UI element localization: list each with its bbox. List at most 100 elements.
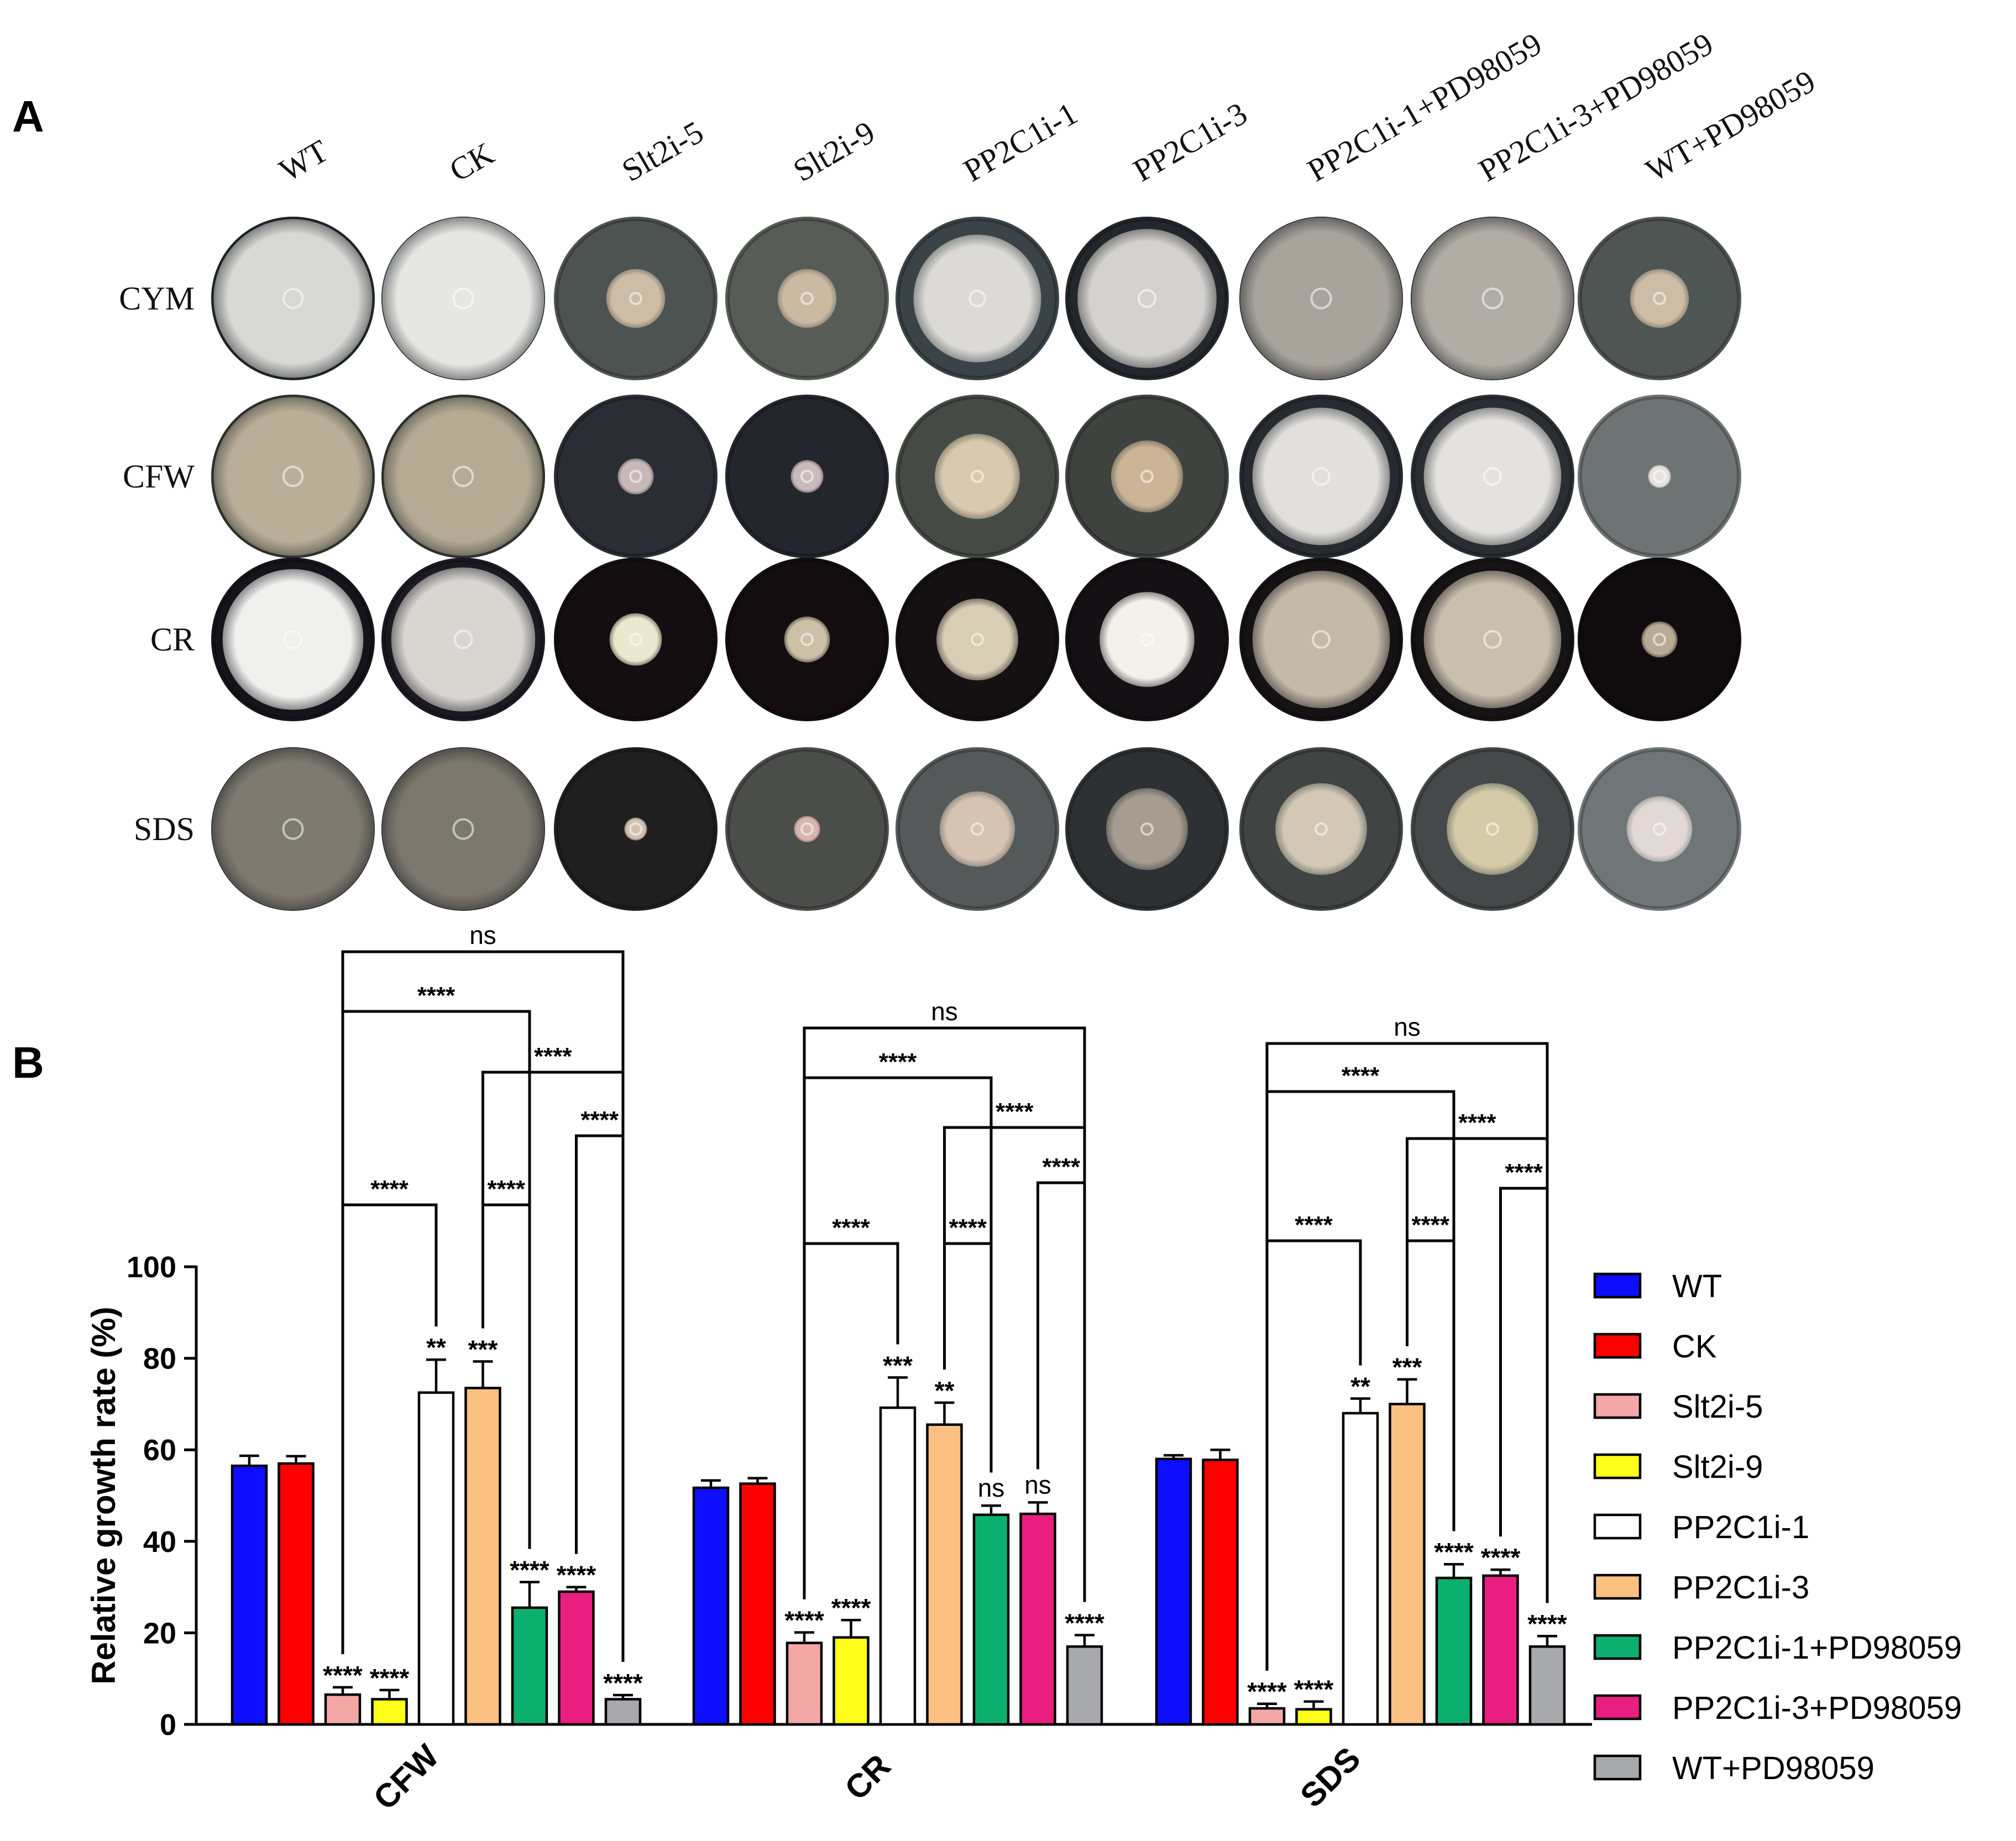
comparison-label: **** [534, 1043, 572, 1070]
significance-label: **** [370, 1664, 410, 1692]
significance-label: **** [1481, 1543, 1521, 1572]
row-label: SDS [134, 811, 195, 847]
plate-grid [211, 217, 1741, 911]
fungal-colony [606, 269, 666, 328]
bar-CR-WT+PD98059 [1066, 1645, 1103, 1726]
inoculation-point [800, 633, 814, 646]
inoculation-point [1653, 822, 1666, 836]
comparison-label: **** [996, 1098, 1034, 1125]
significance-label: **** [1434, 1538, 1474, 1566]
inoculation-point [629, 470, 642, 483]
plate-rim [556, 397, 715, 556]
plate-rim [1242, 560, 1401, 719]
comparison-label: **** [1505, 1159, 1543, 1186]
fungal-colony [939, 791, 1015, 867]
legend-label-PP2C1i-1: PP2C1i-1 [1672, 1509, 1809, 1545]
inoculation-point [1315, 822, 1328, 836]
fungal-colony [790, 460, 824, 493]
inoculation-point [1653, 292, 1666, 305]
inoculation-point [1653, 633, 1666, 646]
fungal-colony [1099, 592, 1195, 687]
significance-label: ** [935, 1376, 955, 1405]
legend-swatch-CK [1593, 1333, 1642, 1359]
inoculation-point [1483, 630, 1502, 649]
inoculation-point [800, 822, 814, 836]
chart-legend: WT CK Slt2i-5 Slt2i-9 PP2C1i-1 PP2C1i-3 PP2C1i… [1593, 1268, 1962, 1786]
fungal-colony [384, 397, 543, 556]
inoculation-point [1312, 467, 1331, 486]
x-category-label-CFW: CFW [366, 1737, 446, 1817]
significance-label: ns [978, 1473, 1005, 1502]
legend-swatch-WT [1593, 1272, 1642, 1299]
comparison-label: ns [931, 997, 958, 1026]
fungal-colony [1106, 788, 1188, 870]
significance-label: **** [510, 1555, 549, 1584]
significance-label: ** [426, 1333, 446, 1362]
fungal-colony [1641, 621, 1678, 658]
inoculation-point [971, 470, 984, 483]
column-label: CK [443, 135, 500, 189]
fungal-colony [617, 458, 654, 495]
significance-label: **** [1065, 1609, 1104, 1638]
plate-rim [213, 560, 373, 719]
comparison-label: ns [469, 921, 496, 950]
inoculation-point [968, 290, 986, 307]
plate-row-labels: CYM CFW CR SDS [119, 280, 195, 847]
y-tick-label: 20 [143, 1617, 176, 1650]
comparison-label: **** [1043, 1153, 1081, 1181]
significance-label: **** [1527, 1609, 1567, 1638]
significance-label: **** [831, 1593, 871, 1622]
fungal-colony [1252, 570, 1390, 709]
inoculation-point [283, 630, 303, 649]
comparison-bracket [803, 1242, 899, 1599]
y-axis-label: Relative growth rate (%) [85, 1307, 122, 1684]
significance-label: *** [468, 1335, 498, 1363]
legend-label-Slt2i-5: Slt2i-5 [1672, 1389, 1763, 1425]
bar-CR-WT [692, 1486, 730, 1726]
bar-CFW-CK [277, 1462, 315, 1726]
significance-label: **** [557, 1561, 596, 1590]
fungal-colony [935, 434, 1020, 519]
plate-rim [1242, 397, 1401, 556]
comparison-label: **** [1458, 1109, 1496, 1136]
inoculation-point [1137, 289, 1157, 308]
comparison-bracket [1406, 1239, 1455, 1531]
significance-label: ns [1024, 1470, 1051, 1499]
bar-CR-PP2C1i-3 [926, 1423, 963, 1726]
significance-label: **** [323, 1661, 363, 1690]
column-label: PP2C1i-3 [1127, 95, 1253, 188]
inoculation-point [1140, 822, 1154, 836]
column-label: WT [273, 133, 334, 188]
plate-rim [898, 397, 1057, 556]
inoculation-point [629, 633, 642, 646]
bar-CR-Slt2i-9 [832, 1636, 870, 1726]
fungal-colony [1630, 269, 1689, 328]
plate-rim [727, 219, 887, 378]
comparison-label: **** [879, 1048, 917, 1076]
x-category-label-CR: CR [837, 1747, 898, 1807]
comparison-bracket [575, 1134, 625, 1662]
fungal-colony [212, 748, 374, 910]
plate-rim [1413, 397, 1572, 556]
bar-SDS-PP2C1i-1+PD98059 [1435, 1576, 1473, 1726]
inoculation-point [282, 287, 304, 310]
y-tick-label: 60 [143, 1434, 176, 1467]
plate-rim [727, 560, 887, 719]
legend-label-PP2C1i-1+PD98059: PP2C1i-1+PD98059 [1672, 1630, 1962, 1666]
bar-SDS-WT [1155, 1457, 1192, 1726]
comparison-label: **** [1412, 1211, 1450, 1239]
comparison-bracket [943, 1242, 993, 1473]
legend-swatch-PP2C1i-3+PD98059 [1593, 1694, 1642, 1721]
legend-label-CK: CK [1672, 1329, 1717, 1365]
plate-rim [727, 397, 887, 556]
inoculation-point [971, 822, 984, 836]
plate-rim [1580, 560, 1739, 719]
comparison-label: **** [1342, 1062, 1380, 1089]
fungal-colony [1252, 407, 1390, 546]
inoculation-point [452, 465, 474, 487]
fungal-colony [609, 613, 662, 666]
fungal-colony [1411, 217, 1574, 380]
inoculation-point [800, 292, 814, 305]
fungal-colony [222, 569, 364, 710]
bar-CFW-PP2C1i-3 [464, 1387, 501, 1726]
